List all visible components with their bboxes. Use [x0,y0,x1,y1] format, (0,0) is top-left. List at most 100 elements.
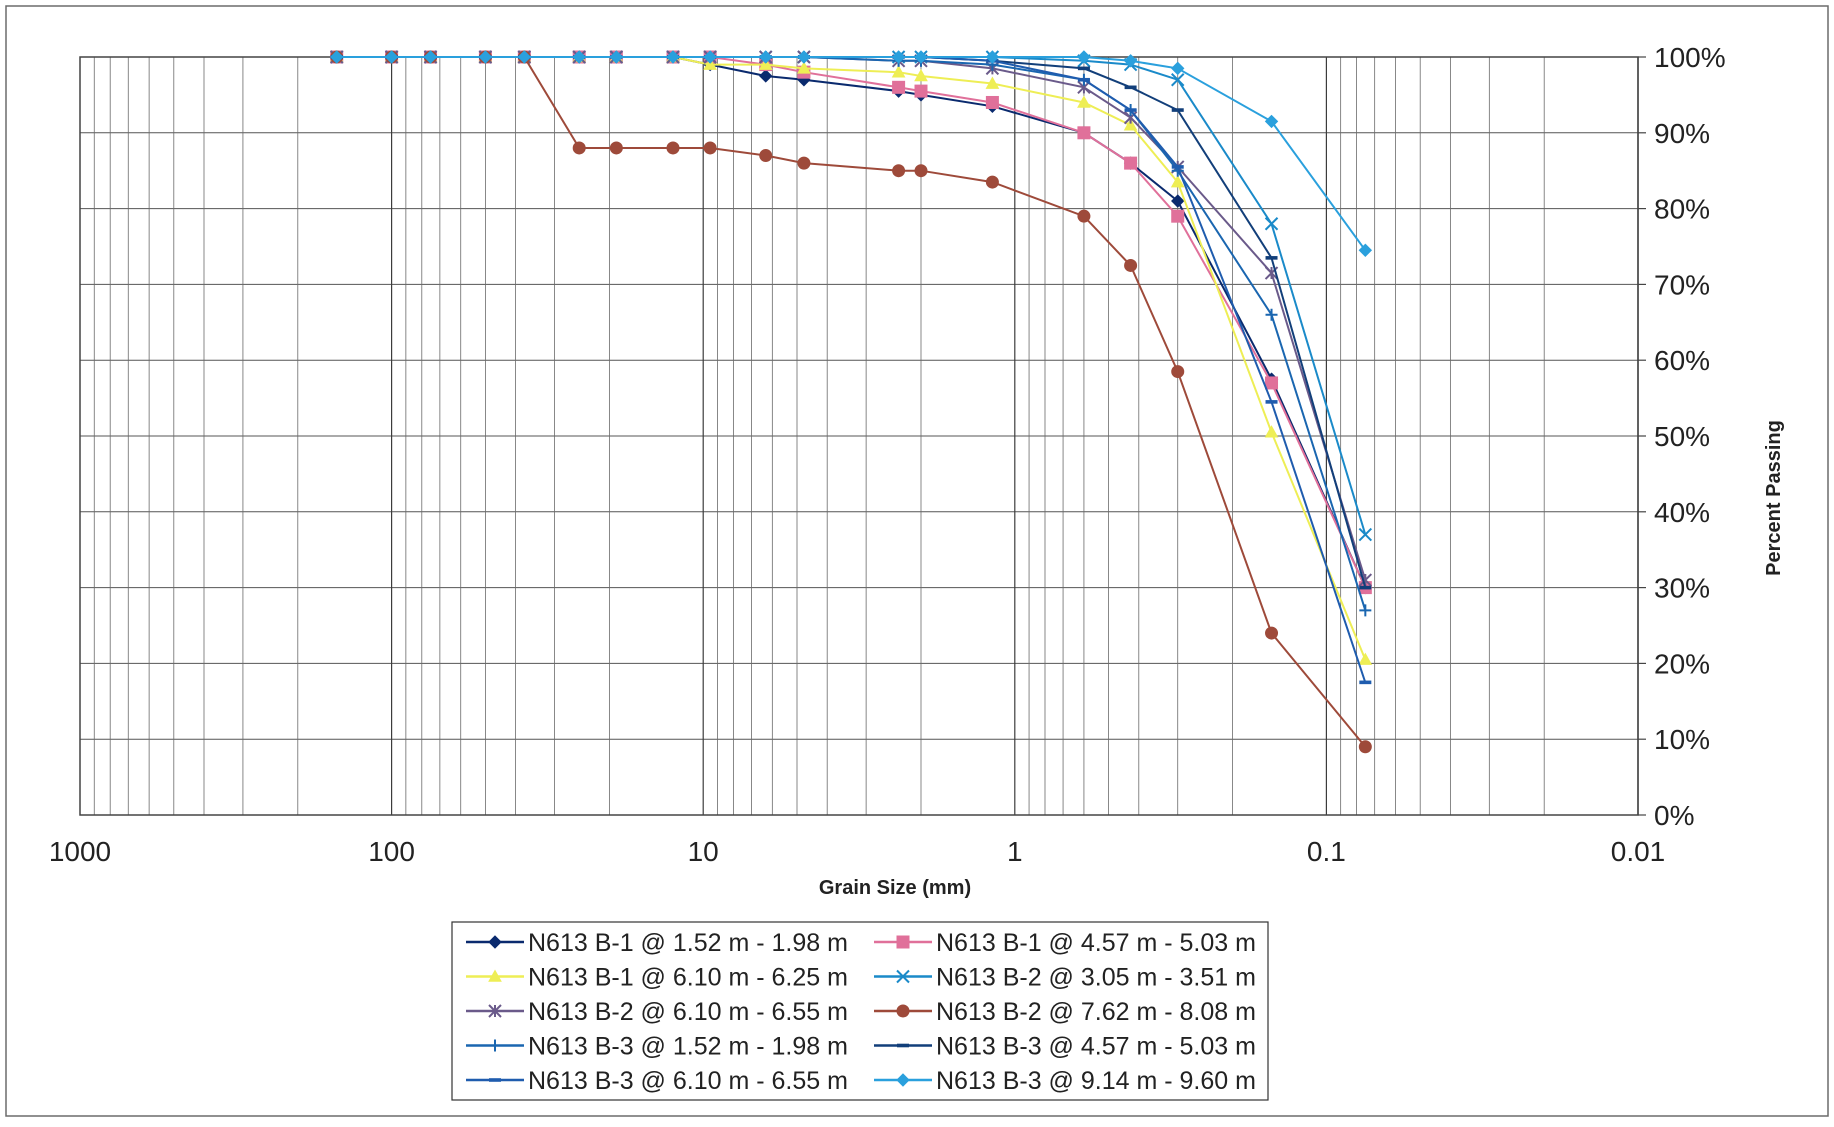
data-point [891,65,906,78]
data-point [1359,585,1372,590]
series-group [330,50,1373,257]
data-point [1265,400,1278,404]
data-point [1124,156,1138,170]
series-line [336,56,1367,611]
x-tick-label: 1 [1007,836,1023,867]
legend-label: N613 B-1 @ 4.57 m - 5.03 m [936,929,1256,957]
data-point [1265,308,1278,321]
series-line [336,56,1367,589]
data-point [703,50,717,64]
data-point [1077,77,1090,82]
y-tick-label: 50% [1654,421,1710,452]
data-point [985,95,999,109]
data-point [703,141,717,155]
series-line [336,56,1367,660]
data-point [759,50,773,64]
data-point [1124,108,1137,112]
y-tick-label: 30% [1654,573,1710,604]
data-point [609,50,624,64]
data-point [1265,626,1279,640]
legend-label: N613 B-2 @ 7.62 m - 8.08 m [936,998,1256,1026]
data-point [1124,258,1138,272]
data-point [478,50,493,64]
data-point [1124,85,1137,90]
legend-label: N613 B-3 @ 1.52 m - 1.98 m [528,1033,848,1061]
data-point [1264,425,1279,438]
data-point [759,149,773,163]
data-point [517,50,532,64]
series-group [330,55,1372,685]
grid-layer [79,56,1639,816]
series-line [336,56,1367,589]
data-point [914,50,928,64]
x-tick-label: 10 [688,836,719,867]
data-point [797,50,811,64]
data-point [1171,365,1185,379]
legend-label: N613 B-3 @ 6.10 m - 6.55 m [528,1067,848,1095]
series-group [330,50,1373,542]
y-tick-label: 60% [1654,345,1710,376]
data-point [914,68,928,82]
legend-item: N613 B-3 @ 6.10 m - 6.55 m [466,1067,848,1095]
data-point [423,50,438,64]
y-tick-label: 80% [1654,194,1710,225]
data-point [1265,376,1279,390]
data-point [897,1043,909,1048]
legend-label: N613 B-2 @ 3.05 m - 3.51 m [936,964,1256,992]
legend-item: N613 B-3 @ 9.14 m - 9.60 m [874,1067,1256,1095]
data-point [1358,243,1373,257]
legend-label: N613 B-1 @ 1.52 m - 1.98 m [528,929,848,957]
data-point [896,1004,910,1018]
data-point [1358,740,1372,754]
x-tick-label: 100 [368,836,415,867]
data-point [891,50,906,64]
legend-item: N613 B-1 @ 6.10 m - 6.25 m [466,964,848,992]
data-point [1171,209,1185,223]
legend-box [451,921,1269,1101]
data-point [892,80,906,94]
data-point [488,935,502,949]
legend: N613 B-1 @ 1.52 m - 1.98 m N613 B-1 @ 4.5… [451,921,1269,1101]
legend-label: N613 B-3 @ 4.57 m - 5.03 m [936,1033,1256,1061]
series-line [336,56,1367,748]
legend-item: N613 B-1 @ 1.52 m - 1.98 m [466,929,848,957]
data-point [1359,680,1372,685]
y-tick-label: 0% [1654,800,1694,831]
data-point [1077,50,1091,64]
data-point [759,69,773,83]
data-point [1123,118,1138,131]
legend-label: N613 B-3 @ 9.14 m - 9.60 m [936,1067,1256,1095]
data-point [914,164,928,178]
y-tick-label: 40% [1654,497,1710,528]
data-point [489,1039,501,1052]
data-point [985,175,999,189]
data-point [572,141,586,155]
legend-item: N613 B-3 @ 4.57 m - 5.03 m [874,1033,1256,1061]
data-point [1358,652,1373,665]
data-point [797,156,811,170]
data-point [1123,54,1138,68]
data-point [488,1004,502,1018]
series-line [336,56,1367,588]
data-point [1170,175,1185,188]
series-group [330,55,1372,590]
data-point [330,50,344,64]
data-point [1077,95,1091,108]
data-point [1171,108,1184,112]
legend-item: N613 B-1 @ 4.57 m - 5.03 m [874,929,1256,957]
data-point [797,61,811,74]
series-line [336,56,1367,581]
data-point [896,969,910,984]
data-point [1077,126,1091,140]
data-point [384,50,399,64]
data-point [896,1073,910,1087]
data-point [1264,217,1279,231]
legend-item: N613 B-2 @ 3.05 m - 3.51 m [874,964,1256,992]
y-tick-label: 10% [1654,724,1710,755]
x-tick-label: 1000 [49,836,111,867]
data-point [489,1078,501,1082]
data-point [572,50,586,64]
data-point [1077,209,1091,223]
data-point [666,50,680,64]
data-point [892,164,906,178]
